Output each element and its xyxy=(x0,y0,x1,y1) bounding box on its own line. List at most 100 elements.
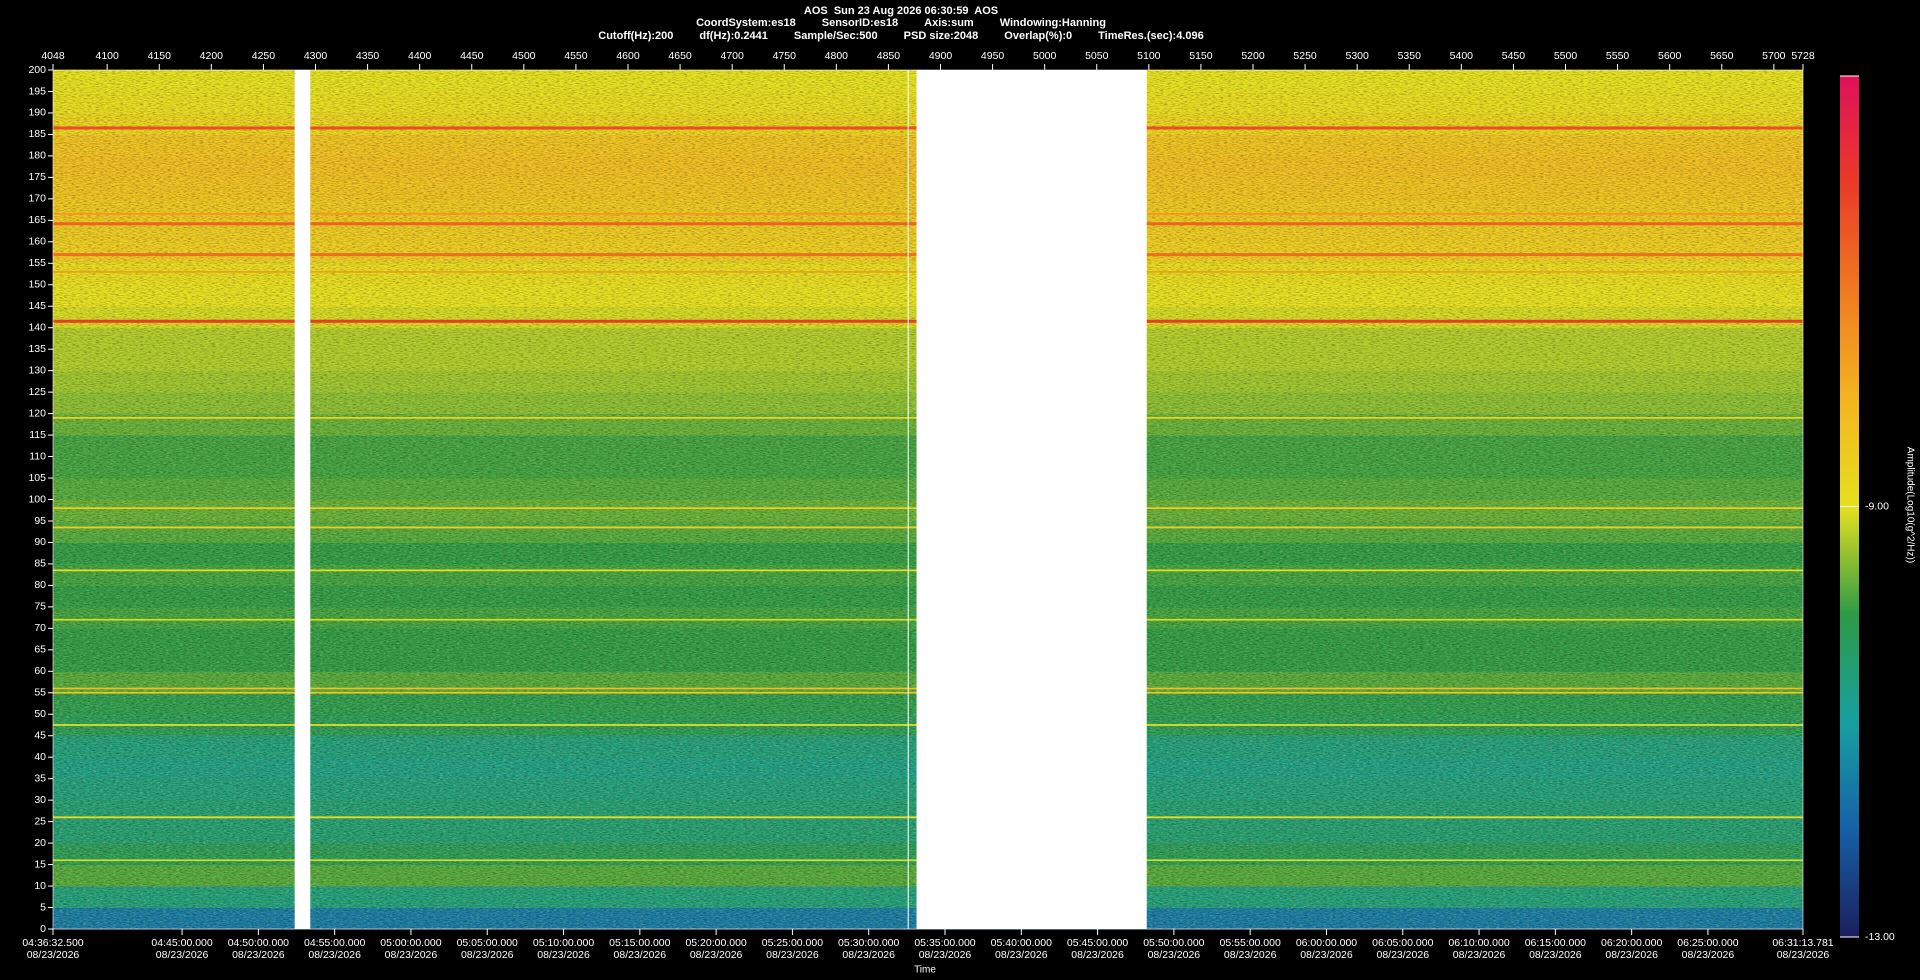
x-tick-label: 5200 xyxy=(1241,50,1265,62)
y-tick-label: 80 xyxy=(34,579,46,591)
y-tick-label: 155 xyxy=(28,257,46,269)
y-tick-label: 20 xyxy=(34,837,46,849)
subtitle-item: Cutoff(Hz):200 xyxy=(598,30,673,42)
x-tick-label: 5728 xyxy=(1791,50,1815,62)
time-tick-date: 08/23/2026 xyxy=(232,949,285,961)
subtitle-item: df(Hz):0.2441 xyxy=(699,30,767,42)
y-tick-label: 170 xyxy=(28,193,46,205)
y-tick-label: 30 xyxy=(34,794,46,806)
y-tick-label: 95 xyxy=(34,515,46,527)
y-tick-label: 115 xyxy=(29,429,46,441)
x-tick-label: 5450 xyxy=(1502,50,1526,62)
data-gaps xyxy=(294,70,1147,929)
time-tick-date: 08/23/2026 xyxy=(1777,949,1830,961)
subtitle-item: CoordSystem:es18 xyxy=(696,17,796,29)
y-tick-label: 105 xyxy=(28,472,46,484)
colorbar-tick-label: -13.00 xyxy=(1865,931,1895,943)
y-tick-label: 50 xyxy=(34,708,46,720)
x-tick-label: 4700 xyxy=(720,50,744,62)
x-tick-label: 5300 xyxy=(1345,50,1369,62)
y-tick-label: 0 xyxy=(40,923,46,935)
time-tick-label: 04:36:32.500 xyxy=(22,937,83,949)
time-tick-label: 06:00:00.000 xyxy=(1296,937,1357,949)
x-tick-label: 4450 xyxy=(460,50,484,62)
time-tick-label: 05:45:00.000 xyxy=(1067,937,1128,949)
time-tick-label: 06:25:00.000 xyxy=(1677,937,1738,949)
time-tick-date: 08/23/2026 xyxy=(1148,949,1201,961)
time-tick-label: 05:15:00.000 xyxy=(609,937,670,949)
x-tick-label: 5650 xyxy=(1710,50,1734,62)
x-tick-label: 4350 xyxy=(356,50,380,62)
subtitle-item: Sample/Sec:500 xyxy=(794,30,878,42)
x-tick-label: 4850 xyxy=(877,50,901,62)
time-tick-label: 05:30:00.000 xyxy=(838,937,899,949)
time-tick-label: 05:50:00.000 xyxy=(1143,937,1204,949)
y-tick-label: 25 xyxy=(34,815,46,827)
time-tick-label: 06:15:00.000 xyxy=(1525,937,1586,949)
y-tick-label: 75 xyxy=(34,601,46,613)
y-tick-label: 125 xyxy=(28,386,46,398)
x-tick-label: 4800 xyxy=(825,50,849,62)
y-tick-label: 135 xyxy=(28,343,46,355)
x-tick-label: 4500 xyxy=(512,50,536,62)
time-tick-date: 08/23/2026 xyxy=(1300,949,1353,961)
y-tick-label: 130 xyxy=(28,364,46,376)
time-tick-date: 08/23/2026 xyxy=(461,949,514,961)
time-tick-label: 05:25:00.000 xyxy=(762,937,823,949)
y-tick-label: 180 xyxy=(28,150,46,162)
y-tick-label: 100 xyxy=(28,493,46,505)
y-tick-label: 45 xyxy=(34,730,46,742)
y-tick-label: 200 xyxy=(28,64,46,76)
axes: 4048 4100 4150 4200 4250 4300 4350 4400 4450 4500… xyxy=(22,50,1895,961)
time-tick-label: 04:50:00.000 xyxy=(228,937,289,949)
x-axis-label: Time xyxy=(914,965,936,976)
x-tick-label: 4250 xyxy=(252,50,276,62)
y-tick-label: 140 xyxy=(28,321,46,333)
y-tick-label: 185 xyxy=(28,128,46,140)
y-tick-label: 5 xyxy=(40,901,46,913)
x-tick-label: 4200 xyxy=(200,50,224,62)
colorbar-tick-label: -9.00 xyxy=(1865,500,1889,512)
time-tick-date: 08/23/2026 xyxy=(614,949,667,961)
y-tick-label: 40 xyxy=(34,751,46,763)
time-tick-date: 08/23/2026 xyxy=(1453,949,1506,961)
x-tick-label: 4650 xyxy=(668,50,692,62)
subtitle-item: Windowing:Hanning xyxy=(1000,17,1106,29)
gap xyxy=(916,70,1147,929)
x-tick-label: 5550 xyxy=(1606,50,1630,62)
y-tick-label: 190 xyxy=(28,107,46,119)
x-tick-label: 5600 xyxy=(1658,50,1682,62)
time-tick-date: 08/23/2026 xyxy=(919,949,972,961)
subtitle-item: PSD size:2048 xyxy=(904,30,979,42)
y-tick-label: 55 xyxy=(34,687,46,699)
x-tick-label: 4900 xyxy=(929,50,953,62)
y-tick-label: 175 xyxy=(28,171,46,183)
x-tick-label: 4300 xyxy=(304,50,328,62)
colorbar-label: Amplitude(Log10(g^2/Hz)) xyxy=(1904,447,1915,563)
y-tick-label: 150 xyxy=(28,279,46,291)
subtitle: CoordSystem:es18 SensorID:es18 Axis:sum Win… xyxy=(696,17,1106,29)
time-tick-label: 06:05:00.000 xyxy=(1372,937,1433,949)
x-tick-label: 4048 xyxy=(41,50,65,62)
gap xyxy=(907,70,909,929)
time-tick-label: 05:20:00.000 xyxy=(685,937,746,949)
y-tick-label: 85 xyxy=(34,558,46,570)
x-tick-label: 5100 xyxy=(1137,50,1161,62)
time-tick-label: 05:55:00.000 xyxy=(1220,937,1281,949)
x-tick-label: 5350 xyxy=(1398,50,1422,62)
x-tick-label: 4400 xyxy=(408,50,432,62)
gap xyxy=(294,70,311,929)
y-tick-label: 145 xyxy=(28,300,46,312)
chart-title: AOS Sun 23 Aug 2026 06:30:59 AOS xyxy=(804,5,998,17)
x-tick-label: 4750 xyxy=(773,50,797,62)
time-tick-date: 08/23/2026 xyxy=(308,949,361,961)
time-tick-label: 05:05:00.000 xyxy=(457,937,518,949)
time-tick-date: 08/23/2026 xyxy=(1605,949,1658,961)
x-tick-label: 4600 xyxy=(616,50,640,62)
time-tick-label: 05:40:00.000 xyxy=(991,937,1052,949)
y-tick-label: 90 xyxy=(34,536,46,548)
time-tick-label: 04:55:00.000 xyxy=(304,937,365,949)
subtitle-item: Axis:sum xyxy=(924,17,974,29)
time-tick-date: 08/23/2026 xyxy=(1529,949,1582,961)
